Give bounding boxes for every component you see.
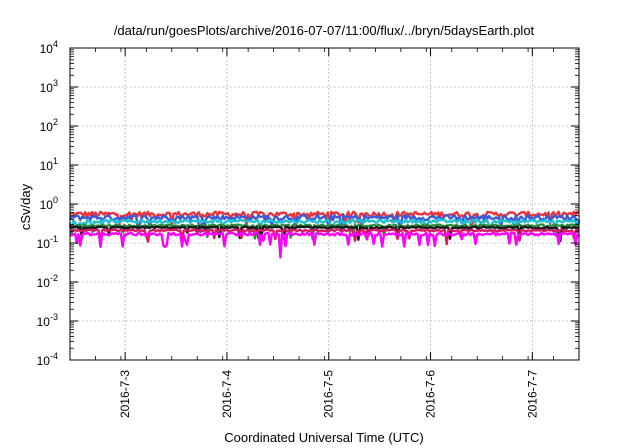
y-tick-base: 10 xyxy=(40,159,54,173)
x-tick-labels: 2016-7-3 2016-7-4 2016-7-5 2016-7-6 2016-7-7 xyxy=(118,370,539,418)
series-line xyxy=(69,225,580,243)
y-axis-label: cSv/day xyxy=(18,183,33,230)
y-tick-base: 10 xyxy=(40,198,54,212)
y-tick-exponent: -3 xyxy=(50,312,58,322)
y-tick-exponent: 0 xyxy=(53,195,58,205)
y-tick-label: 101 xyxy=(40,156,58,173)
y-tick-base: 10 xyxy=(37,276,51,290)
y-tick-exponent: 2 xyxy=(53,117,58,127)
y-tick-label: 102 xyxy=(40,117,58,134)
series-line xyxy=(68,218,580,237)
y-tick-exponent: -4 xyxy=(50,351,58,361)
series-line xyxy=(69,214,581,234)
series-line xyxy=(68,223,580,241)
y-tick-base: 10 xyxy=(37,354,51,368)
y-tick-base: 10 xyxy=(37,237,51,251)
axis-ticks xyxy=(69,47,580,361)
y-tick-base: 10 xyxy=(40,81,54,95)
series-lines xyxy=(68,210,581,259)
y-tick-exponent: 3 xyxy=(53,78,58,88)
y-tick-exponent: 1 xyxy=(53,156,58,166)
y-tick-label: 10-1 xyxy=(37,234,58,251)
chart-title: /data/run/goesPlots/archive/2016-07-07/1… xyxy=(114,23,535,38)
y-tick-label: 104 xyxy=(40,39,58,56)
x-tick-label: 2016-7-3 xyxy=(118,370,132,418)
y-tick-base: 10 xyxy=(40,120,54,134)
x-axis-label: Coordinated Universal Time (UTC) xyxy=(224,430,423,445)
x-tick-label: 2016-7-7 xyxy=(525,370,539,418)
x-tick-label: 2016-7-6 xyxy=(424,370,438,418)
x-tick-label: 2016-7-4 xyxy=(220,370,234,418)
y-tick-label: 103 xyxy=(40,78,58,95)
series-line xyxy=(69,228,579,246)
y-tick-label: 100 xyxy=(40,195,58,212)
y-tick-exponent: 4 xyxy=(53,39,58,49)
y-tick-base: 10 xyxy=(40,42,54,56)
y-tick-exponent: -2 xyxy=(50,273,58,283)
y-tick-label: 10-3 xyxy=(37,312,58,329)
y-tick-label: 10-4 xyxy=(37,351,58,368)
y-tick-label: 10-2 xyxy=(37,273,58,290)
y-tick-exponent: -1 xyxy=(50,234,58,244)
x-tick-label: 2016-7-5 xyxy=(322,370,336,418)
gridlines xyxy=(70,48,579,360)
y-tick-base: 10 xyxy=(37,315,51,329)
series-line xyxy=(69,231,580,259)
